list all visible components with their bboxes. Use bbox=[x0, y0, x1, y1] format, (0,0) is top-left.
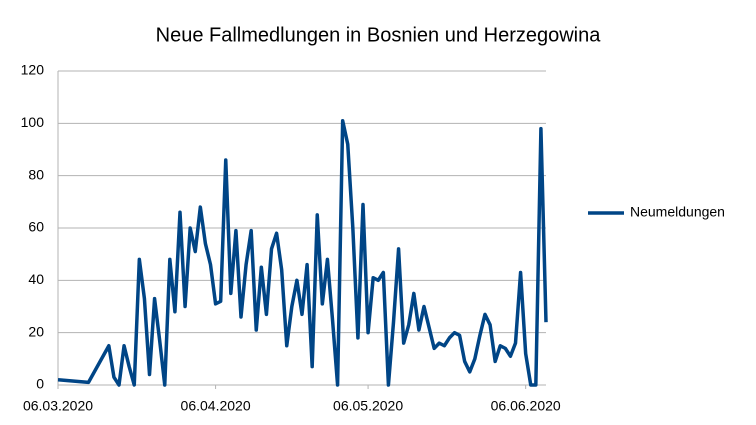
y-tick-label: 120 bbox=[21, 62, 45, 78]
y-tick-label: 0 bbox=[36, 376, 44, 392]
y-tick-label: 100 bbox=[21, 114, 45, 130]
x-tick-label: 06.05.2020 bbox=[333, 398, 403, 414]
y-tick-label: 20 bbox=[28, 323, 44, 339]
y-tick-label: 60 bbox=[28, 219, 44, 235]
x-tick-label: 06.06.2020 bbox=[491, 398, 561, 414]
x-tick-label: 06.03.2020 bbox=[23, 398, 93, 414]
chart-title: Neue Fallmedlungen in Bosnien und Herzeg… bbox=[156, 24, 602, 46]
x-tick-label: 06.04.2020 bbox=[181, 398, 251, 414]
y-tick-label: 40 bbox=[28, 271, 44, 287]
data-line bbox=[57, 118, 548, 387]
y-tick-label: 80 bbox=[28, 166, 44, 182]
legend-label: Neumeldungen bbox=[630, 204, 725, 220]
